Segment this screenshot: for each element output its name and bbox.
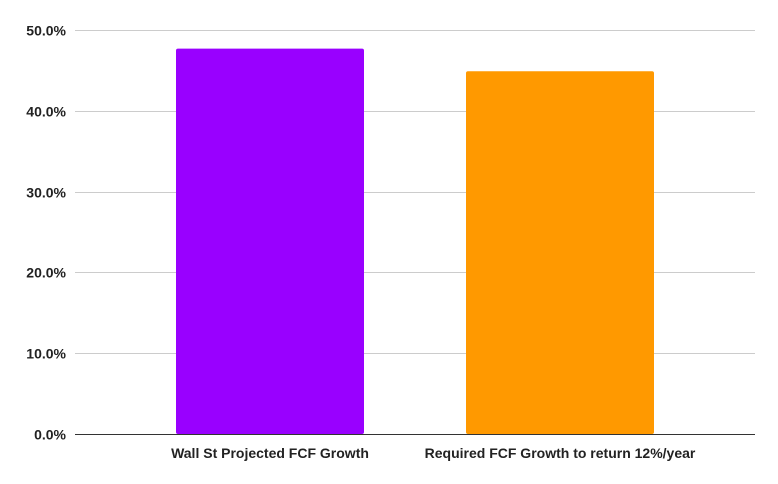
bars	[176, 48, 654, 435]
y-axis-tick-labels: 0.0% 10.0% 20.0% 30.0% 40.0% 50.0%	[26, 23, 66, 443]
y-tick-label: 50.0%	[26, 23, 66, 39]
x-tick-label: Wall St Projected FCF Growth	[171, 445, 369, 461]
bar	[466, 71, 654, 434]
x-tick-label: Required FCF Growth to return 12%/year	[425, 445, 696, 461]
y-tick-label: 10.0%	[26, 346, 66, 362]
y-tick-label: 40.0%	[26, 104, 66, 120]
y-tick-label: 20.0%	[26, 265, 66, 281]
y-tick-label: 30.0%	[26, 185, 66, 201]
x-axis-tick-labels: Wall St Projected FCF Growth Required FCF…	[171, 445, 696, 461]
y-tick-label: 0.0%	[34, 427, 66, 443]
bar	[176, 48, 364, 435]
